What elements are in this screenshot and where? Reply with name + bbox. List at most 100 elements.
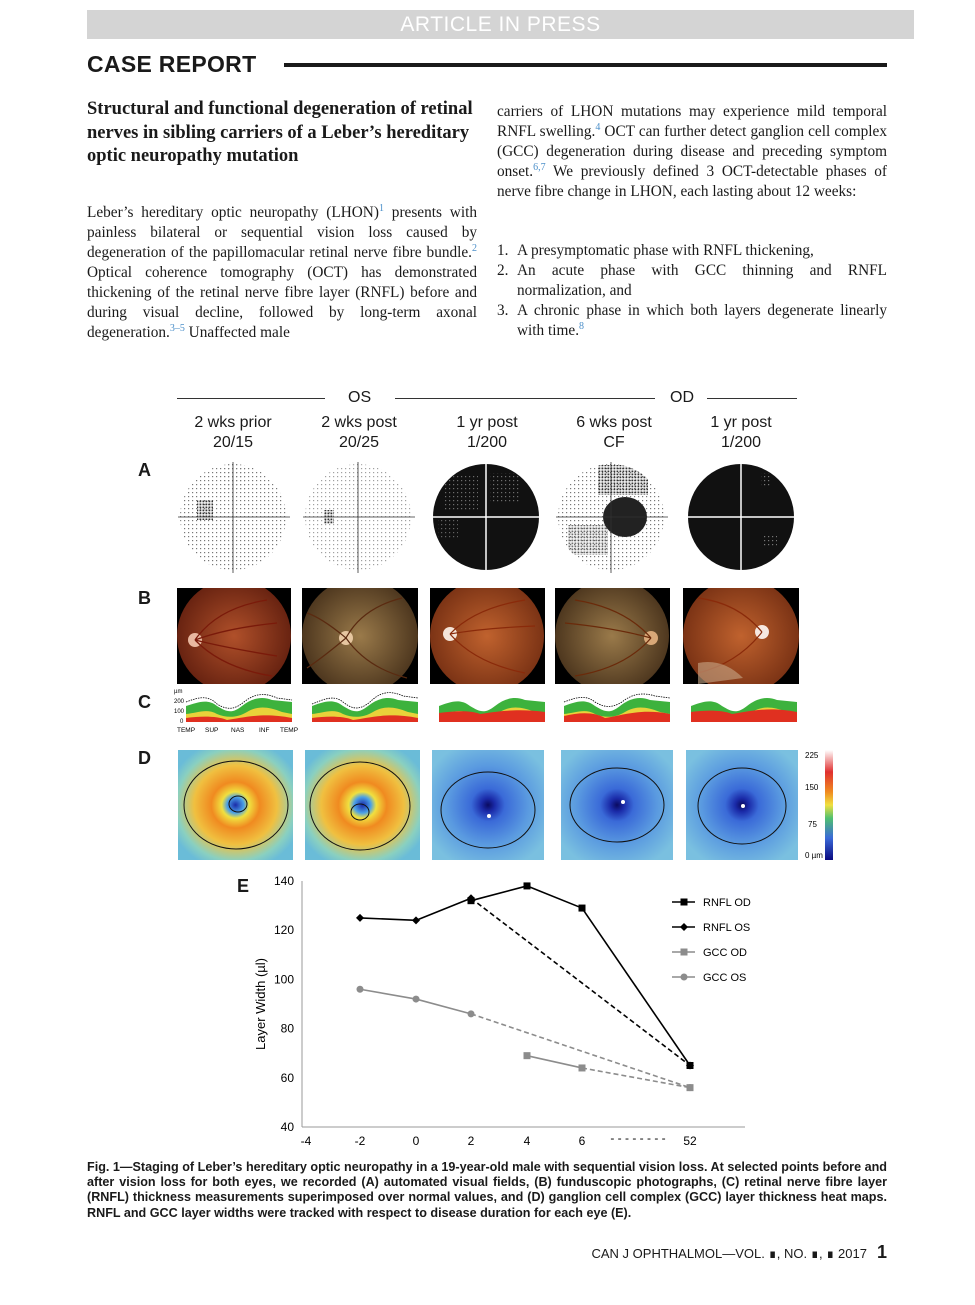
visual-field-os-1 [178,462,290,573]
rnfl-profile-od-2 [691,698,797,722]
column-acuity: 1/200 [466,434,508,451]
gcc-heatmap-os-3 [432,750,544,860]
scale-tick: 0 µm [805,851,823,860]
scale-tick: 225 [805,751,819,760]
text-span: Optical coherence tomography (OCT) has d… [87,264,477,341]
rnfl-unit: µm [174,689,182,695]
reference-link[interactable]: 8 [579,320,585,332]
series-line [415,897,472,922]
os-label: OS [348,389,372,406]
layer-width-chart: 40 60 80 100 120 140 -4 -2 0 2 4 6 52 - - - - - - - -… [253,874,751,1148]
article-title: Structural and functional degeneration o… [87,99,473,166]
article-in-press-banner: ARTICLE IN PRESS [87,10,914,39]
reference-link[interactable]: 4 [595,121,601,133]
data-point [680,973,688,981]
text-span: OCT can further detect ganglion cell com… [497,123,888,180]
list-number: 2. [497,262,509,279]
column-time: 2 wks prior [194,414,272,431]
visual-field-od-2 [686,462,798,573]
data-point [467,1010,475,1018]
rnfl-x-tick: INF [259,727,270,734]
y-tick-label: 40 [281,1120,295,1134]
data-point [680,923,688,931]
list-text: A chronic phase in which both layers deg… [517,301,887,341]
rnfl-profile-od-1 [563,693,671,722]
gcc-heatmap-os-2 [305,750,420,860]
intro-paragraph-right: carriers of LHON mutations may experienc… [497,102,887,202]
column-time: 2 wks post [321,414,397,431]
journal-info: CAN J OPHTHALMOL—VOL. ∎, NO. ∎, ∎ 2017 [591,1246,867,1261]
series-line [470,897,691,1067]
data-point [412,916,420,925]
visual-field-od-1 [556,462,668,573]
od-bracket-line [707,398,797,399]
reference-link[interactable]: 6,7 [533,161,546,173]
phase-list: 1. A presymptomatic phase with RNFL thick… [497,241,887,341]
column-acuity: 20/25 [338,434,380,451]
series-line [526,1054,583,1069]
gcc-heatmap-os-1 [178,750,293,860]
series-line [470,1013,691,1089]
y-tick-label: 120 [274,923,294,937]
column-header: 2 wks prior 20/15 [173,413,293,453]
data-point [356,985,364,993]
series-line [415,998,472,1015]
data-point [523,882,531,890]
list-number: 3. [497,302,509,319]
fundus-photo-os-1 [177,588,291,684]
gcc-heatmap-od-1 [561,750,673,860]
fundus-photo-od-2 [683,588,799,684]
y-tick-label: 60 [281,1071,295,1085]
rnfl-profile-row: µm 200 100 0 TEMP SUP NAS INF TEMP [174,689,797,734]
x-tick-label: 6 [579,1134,586,1148]
data-point [356,913,364,922]
fundus-photo-os-2 [302,588,418,684]
text-span: Leber’s hereditary optic neuropathy (LHO… [87,204,379,221]
x-tick-label: 0 [413,1134,420,1148]
rnfl-profile-os-2 [311,692,419,722]
rnfl-x-tick: SUP [205,727,218,734]
column-header: 2 wks post 20/25 [299,413,419,453]
scale-tick: 75 [808,820,817,829]
y-axis-label: Layer Width (µl) [253,958,268,1050]
series-line [581,1067,691,1089]
text-span: We previously defined 3 OCT-detectable p… [497,163,887,200]
list-item: 3. A chronic phase in which both layers d… [497,301,887,341]
reference-link[interactable]: 1 [378,202,384,214]
series-line [581,907,691,1066]
rnfl-x-tick: NAS [231,727,245,734]
row-label-c: C [138,692,151,712]
rnfl-profile-os-1: µm 200 100 0 TEMP SUP NAS INF TEMP [174,689,298,734]
x-tick-label: 52 [683,1134,697,1148]
od-label: OD [670,389,694,406]
legend-entry: RNFL OS [703,922,750,934]
y-tick-label: 140 [274,874,294,888]
list-text: A presymptomatic phase with RNFL thicken… [517,241,887,261]
figure-caption: Fig. 1—Staging of Leber’s hereditary opt… [87,1160,887,1221]
caption-text: Staging of Leber’s hereditary optic neur… [87,1160,887,1220]
fundus-photo-od-1 [555,588,670,684]
text-span: presents with painless bilateral or sequ… [87,204,477,261]
page-footer: CAN J OPHTHALMOL—VOL. ∎, NO. ∎, ∎ 2017 1 [591,1242,887,1263]
x-tick-label: -4 [301,1134,312,1148]
text-span: A presymptomatic phase with RNFL thicken… [517,242,814,259]
reference-link[interactable]: 2 [472,242,477,254]
x-tick-label: 2 [468,1134,475,1148]
data-point [523,1052,531,1060]
x-tick-label: -2 [355,1134,366,1148]
column-header: 1 yr post 1/200 [681,413,801,453]
column-time: 1 yr post [456,414,518,431]
visual-field-os-2 [303,462,415,573]
data-point [412,995,420,1003]
rnfl-profile-os-3 [439,698,545,722]
reference-link[interactable]: 3–5 [169,322,185,334]
text-span: Unaffected male [184,324,290,341]
heatmap-color-scale: 225 150 75 0 µm [805,750,833,860]
visual-field-os-3 [431,462,543,573]
row-label-a: A [138,460,151,480]
x-tick-label: 4 [524,1134,531,1148]
text-span: carriers of LHON mutations may experienc… [497,103,887,140]
series-line [526,885,583,909]
legend-entry: GCC OD [703,947,747,959]
legend-entry: RNFL OD [703,897,751,909]
